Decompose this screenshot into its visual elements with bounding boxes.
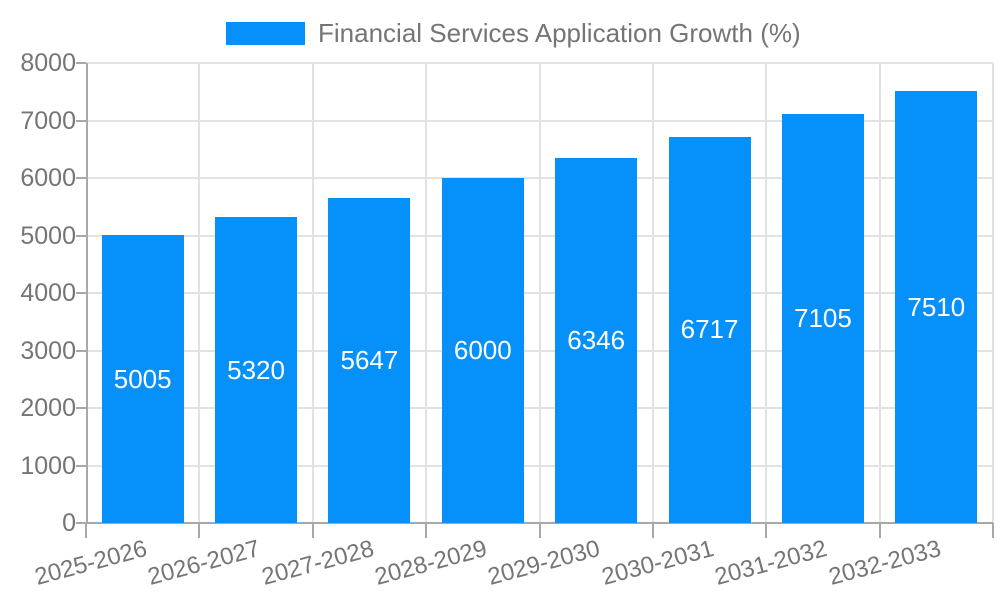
bar-value-label: 7510 — [907, 291, 966, 322]
bar-value-label: 6717 — [680, 314, 739, 345]
x-tick-mark — [878, 523, 881, 538]
gridline-vertical — [425, 63, 428, 523]
x-tick-mark — [651, 523, 654, 538]
legend-swatch — [226, 21, 305, 45]
bar: 6346 — [555, 158, 638, 523]
bar: 5320 — [215, 217, 298, 523]
x-tick-label: 2032-2033 — [825, 535, 944, 591]
y-tick-label: 6000 — [20, 164, 76, 192]
x-tick-mark — [198, 523, 201, 538]
bar-value-label: 5647 — [340, 345, 399, 376]
y-axis-line — [86, 63, 88, 523]
x-tick-label: 2026-2027 — [145, 535, 264, 591]
y-tick-label: 3000 — [20, 336, 76, 365]
x-tick-mark — [992, 523, 994, 538]
y-tick-mark — [76, 119, 86, 122]
bar: 6717 — [668, 136, 751, 523]
gridline-vertical — [198, 63, 201, 523]
bar-value-label: 6346 — [567, 325, 626, 356]
bar-value-label: 5005 — [113, 363, 172, 394]
gridline-vertical — [992, 63, 994, 523]
legend-item[interactable]: Financial Services Application Growth (%… — [226, 20, 801, 46]
x-tick-label: 2025-2026 — [31, 535, 150, 591]
plot-area: 5005 5320 5647 6000 6346 6717 7105 7510 — [86, 62, 994, 524]
gridline-vertical — [765, 63, 768, 523]
x-tick-mark — [425, 523, 428, 538]
bar-value-label: 5320 — [227, 354, 285, 385]
y-tick-label: 0 — [62, 509, 76, 537]
x-tick-mark — [538, 523, 541, 538]
x-tick-label: 2030-2031 — [598, 535, 717, 591]
bar: 5005 — [101, 235, 184, 523]
gridline-vertical — [311, 63, 314, 523]
bar-value-label: 7105 — [794, 303, 852, 334]
bar: 7105 — [781, 114, 864, 523]
y-tick-mark — [76, 522, 86, 524]
y-tick-mark — [76, 464, 86, 467]
x-tick-label: 2027-2028 — [258, 535, 377, 591]
x-tick-mark — [311, 523, 314, 538]
gridline-vertical — [538, 63, 541, 523]
y-tick-label: 1000 — [20, 451, 76, 480]
y-tick-mark — [76, 62, 86, 64]
x-tick-mark — [85, 523, 87, 538]
bar: 6000 — [441, 178, 524, 523]
y-tick-mark — [76, 349, 86, 352]
bar: 5647 — [328, 198, 411, 523]
legend-label: Financial Services Application Growth (%… — [318, 18, 801, 48]
x-tick-label: 2031-2032 — [712, 535, 830, 591]
y-tick-mark — [76, 234, 86, 237]
y-tick-label: 5000 — [20, 221, 76, 250]
x-tick-label: 2028-2029 — [371, 535, 490, 591]
y-tick-mark — [76, 407, 86, 409]
y-tick-label: 7000 — [20, 106, 76, 135]
x-tick-label: 2029-2030 — [485, 535, 604, 591]
y-tick-label: 4000 — [20, 279, 76, 307]
bar: 7510 — [895, 91, 978, 523]
y-tick-mark — [76, 177, 86, 179]
y-tick-label: 2000 — [20, 394, 76, 422]
bar-value-label: 6000 — [453, 335, 512, 365]
gridline-vertical — [651, 63, 654, 523]
y-tick-label: 8000 — [20, 49, 76, 77]
x-tick-mark — [765, 523, 768, 538]
y-tick-mark — [76, 292, 86, 294]
gridline-vertical — [878, 63, 881, 523]
